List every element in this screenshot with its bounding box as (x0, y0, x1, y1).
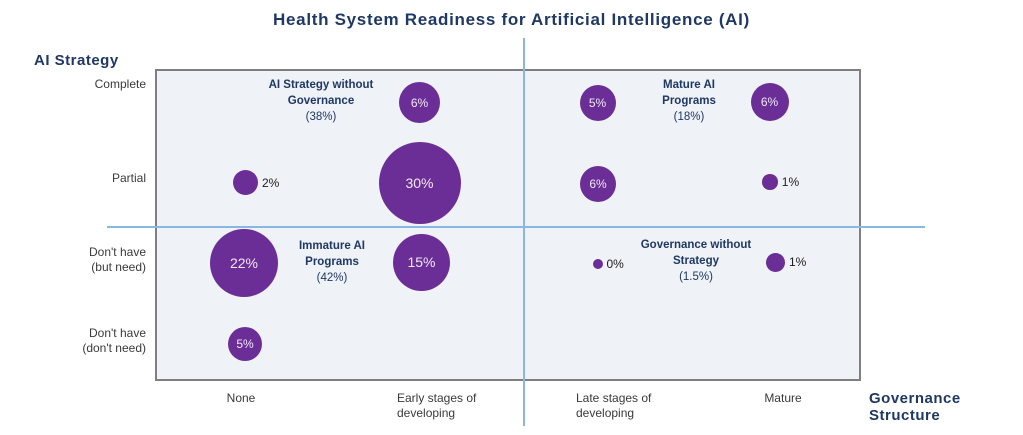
y-tick-label: Complete (94, 77, 146, 91)
bubble-value-label: 22% (229, 255, 259, 271)
bubble-value-label: 0% (606, 256, 624, 271)
quadrant-name-line2: Programs (305, 256, 359, 268)
quadrant-name-line2: Programs (662, 95, 716, 107)
bubble-value-label: 1% (789, 255, 807, 269)
bubble-value-label: 5% (236, 336, 254, 351)
x-tick-label-line1: Early stages of (397, 391, 477, 405)
quadrant-name-line1: Immature AI (298, 240, 366, 252)
x-axis-title-line1: Governance (869, 390, 961, 407)
bubble-dont-have-dont-need-none: 5% (228, 326, 262, 361)
bubble-complete-mature: 6% (750, 83, 789, 121)
bubble-dont-have-but-need-mature: 1% (766, 252, 806, 272)
bubble-value-label: 2% (262, 175, 280, 190)
y-tick-label-line1: Don't have (89, 245, 146, 259)
quadrant-name-line2: Governance (287, 95, 355, 107)
chart-title: Health System Readiness for Artificial I… (273, 10, 750, 29)
quadrant-name-line2: Strategy (672, 255, 720, 267)
y-tick-dont-have-dont-need: Don't have (don't need) (30, 326, 146, 356)
quadrant-name-line1: AI Strategy without (268, 79, 374, 91)
y-tick-complete: Complete (30, 77, 146, 92)
bubble-partial-mature: 1% (762, 174, 799, 190)
bubble-partial-late-stages: 6% (580, 165, 616, 202)
bubble-value-label: 6% (760, 95, 779, 109)
y-tick-label-line2: (don't need) (82, 341, 146, 355)
y-tick-label: Partial (111, 171, 146, 185)
x-axis-title: Governance Structure (869, 390, 961, 424)
quadrant-share: (42%) (316, 272, 348, 284)
x-tick-late-stages: Late stages of developing (576, 391, 696, 421)
bubble-complete-early-stages: 6% (399, 82, 440, 123)
y-tick-label-line2: (but need) (91, 260, 146, 274)
bubble-value-label: 30% (405, 175, 434, 191)
y-tick-label-line1: Don't have (89, 326, 146, 340)
x-tick-early-stages: Early stages of developing (397, 391, 517, 421)
y-tick-partial: Partial (30, 171, 146, 186)
y-tick-dont-have-but-need: Don't have (but need) (30, 245, 146, 275)
x-tick-label: None (226, 391, 256, 405)
bubble-dont-have-but-need-early-stages: 15% (393, 233, 450, 291)
bubble-value-label: 6% (589, 176, 607, 191)
bubble-complete-late-stages: 5% (579, 84, 616, 121)
bubble-value-label: 15% (407, 254, 436, 270)
bubble-value-label: 1% (781, 174, 800, 189)
bubble-value-label: 6% (410, 95, 429, 110)
bubble-value-label: 5% (588, 95, 607, 110)
bubble-partial-early-stages: 30% (378, 142, 461, 224)
x-tick-label-line2: developing (397, 406, 456, 420)
bubble-dont-have-but-need-none: 22% (210, 229, 278, 297)
horizontal-quadrant-divider-line (107, 226, 925, 228)
quadrant-label-mature-ai-programs: Mature AI Programs (18%) (594, 77, 784, 125)
y-axis-title: AI Strategy (34, 52, 119, 69)
x-tick-none: None (191, 391, 291, 406)
quadrant-label-immature-ai-programs: Immature AI Programs (42%) (237, 238, 427, 286)
bubble-partial-none: 2% (233, 170, 279, 195)
quadrant-label-governance-without-strategy: Governance without Strategy (1.5%) (601, 237, 791, 285)
quadrant-share: (18%) (673, 111, 705, 123)
quadrant-share: (1.5%) (679, 271, 713, 283)
quadrant-name-line1: Mature AI (663, 79, 715, 91)
x-tick-label: Mature (764, 391, 802, 405)
x-tick-label-line1: Late stages of (576, 391, 652, 405)
plot-area (155, 69, 861, 381)
vertical-quadrant-divider-line (523, 38, 525, 426)
x-tick-mature: Mature (733, 391, 833, 406)
x-tick-label-line2: developing (576, 406, 635, 420)
quadrant-name-line1: Governance without (640, 239, 752, 251)
quadrant-label-ai-strategy-without-governance: AI Strategy without Governance (38%) (226, 77, 416, 125)
bubble-dont-have-but-need-late-stages: 0% (592, 257, 624, 271)
x-axis-title-line2: Structure (869, 407, 941, 424)
quadrant-share: (38%) (305, 111, 337, 123)
